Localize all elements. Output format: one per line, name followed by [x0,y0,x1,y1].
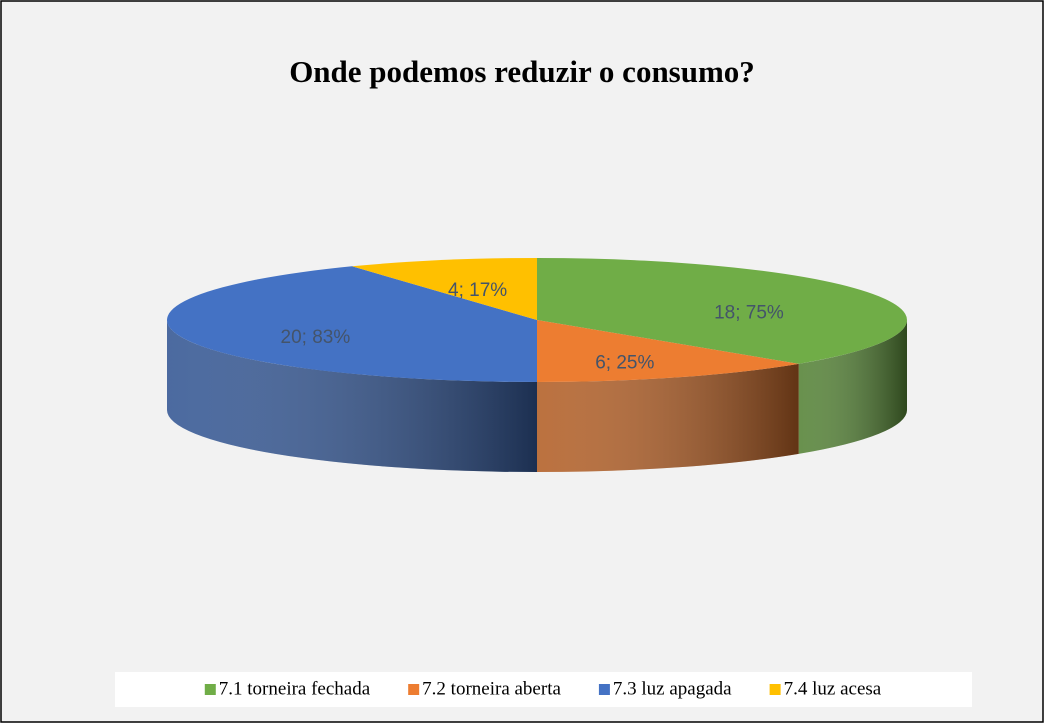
data-label: 18; 75% [714,302,784,323]
chart-title: Onde podemos reduzir o consumo? [289,54,755,89]
legend-swatch [769,684,781,695]
slice [167,266,537,382]
slice [537,258,907,364]
data-label: 20; 83% [281,327,351,348]
slice-side-shade [167,320,537,472]
slice-side-shade [537,363,799,472]
data-label: 6; 25% [595,353,654,374]
legend-swatch [204,684,216,695]
legend-label: 7.4 luz acesa [784,678,882,699]
legend-label: 7.1 torneira fechada [219,678,371,699]
legend-label: 7.3 luz apagada [613,678,732,699]
slice [537,320,799,382]
slice-side-shade [798,320,908,454]
legend-box [115,672,972,707]
legend-label: 7.2 torneira aberta [422,678,561,699]
data-label: 4; 17% [448,280,507,301]
legend-swatch [598,684,610,695]
legend-swatch [408,684,420,695]
slice [352,258,537,320]
